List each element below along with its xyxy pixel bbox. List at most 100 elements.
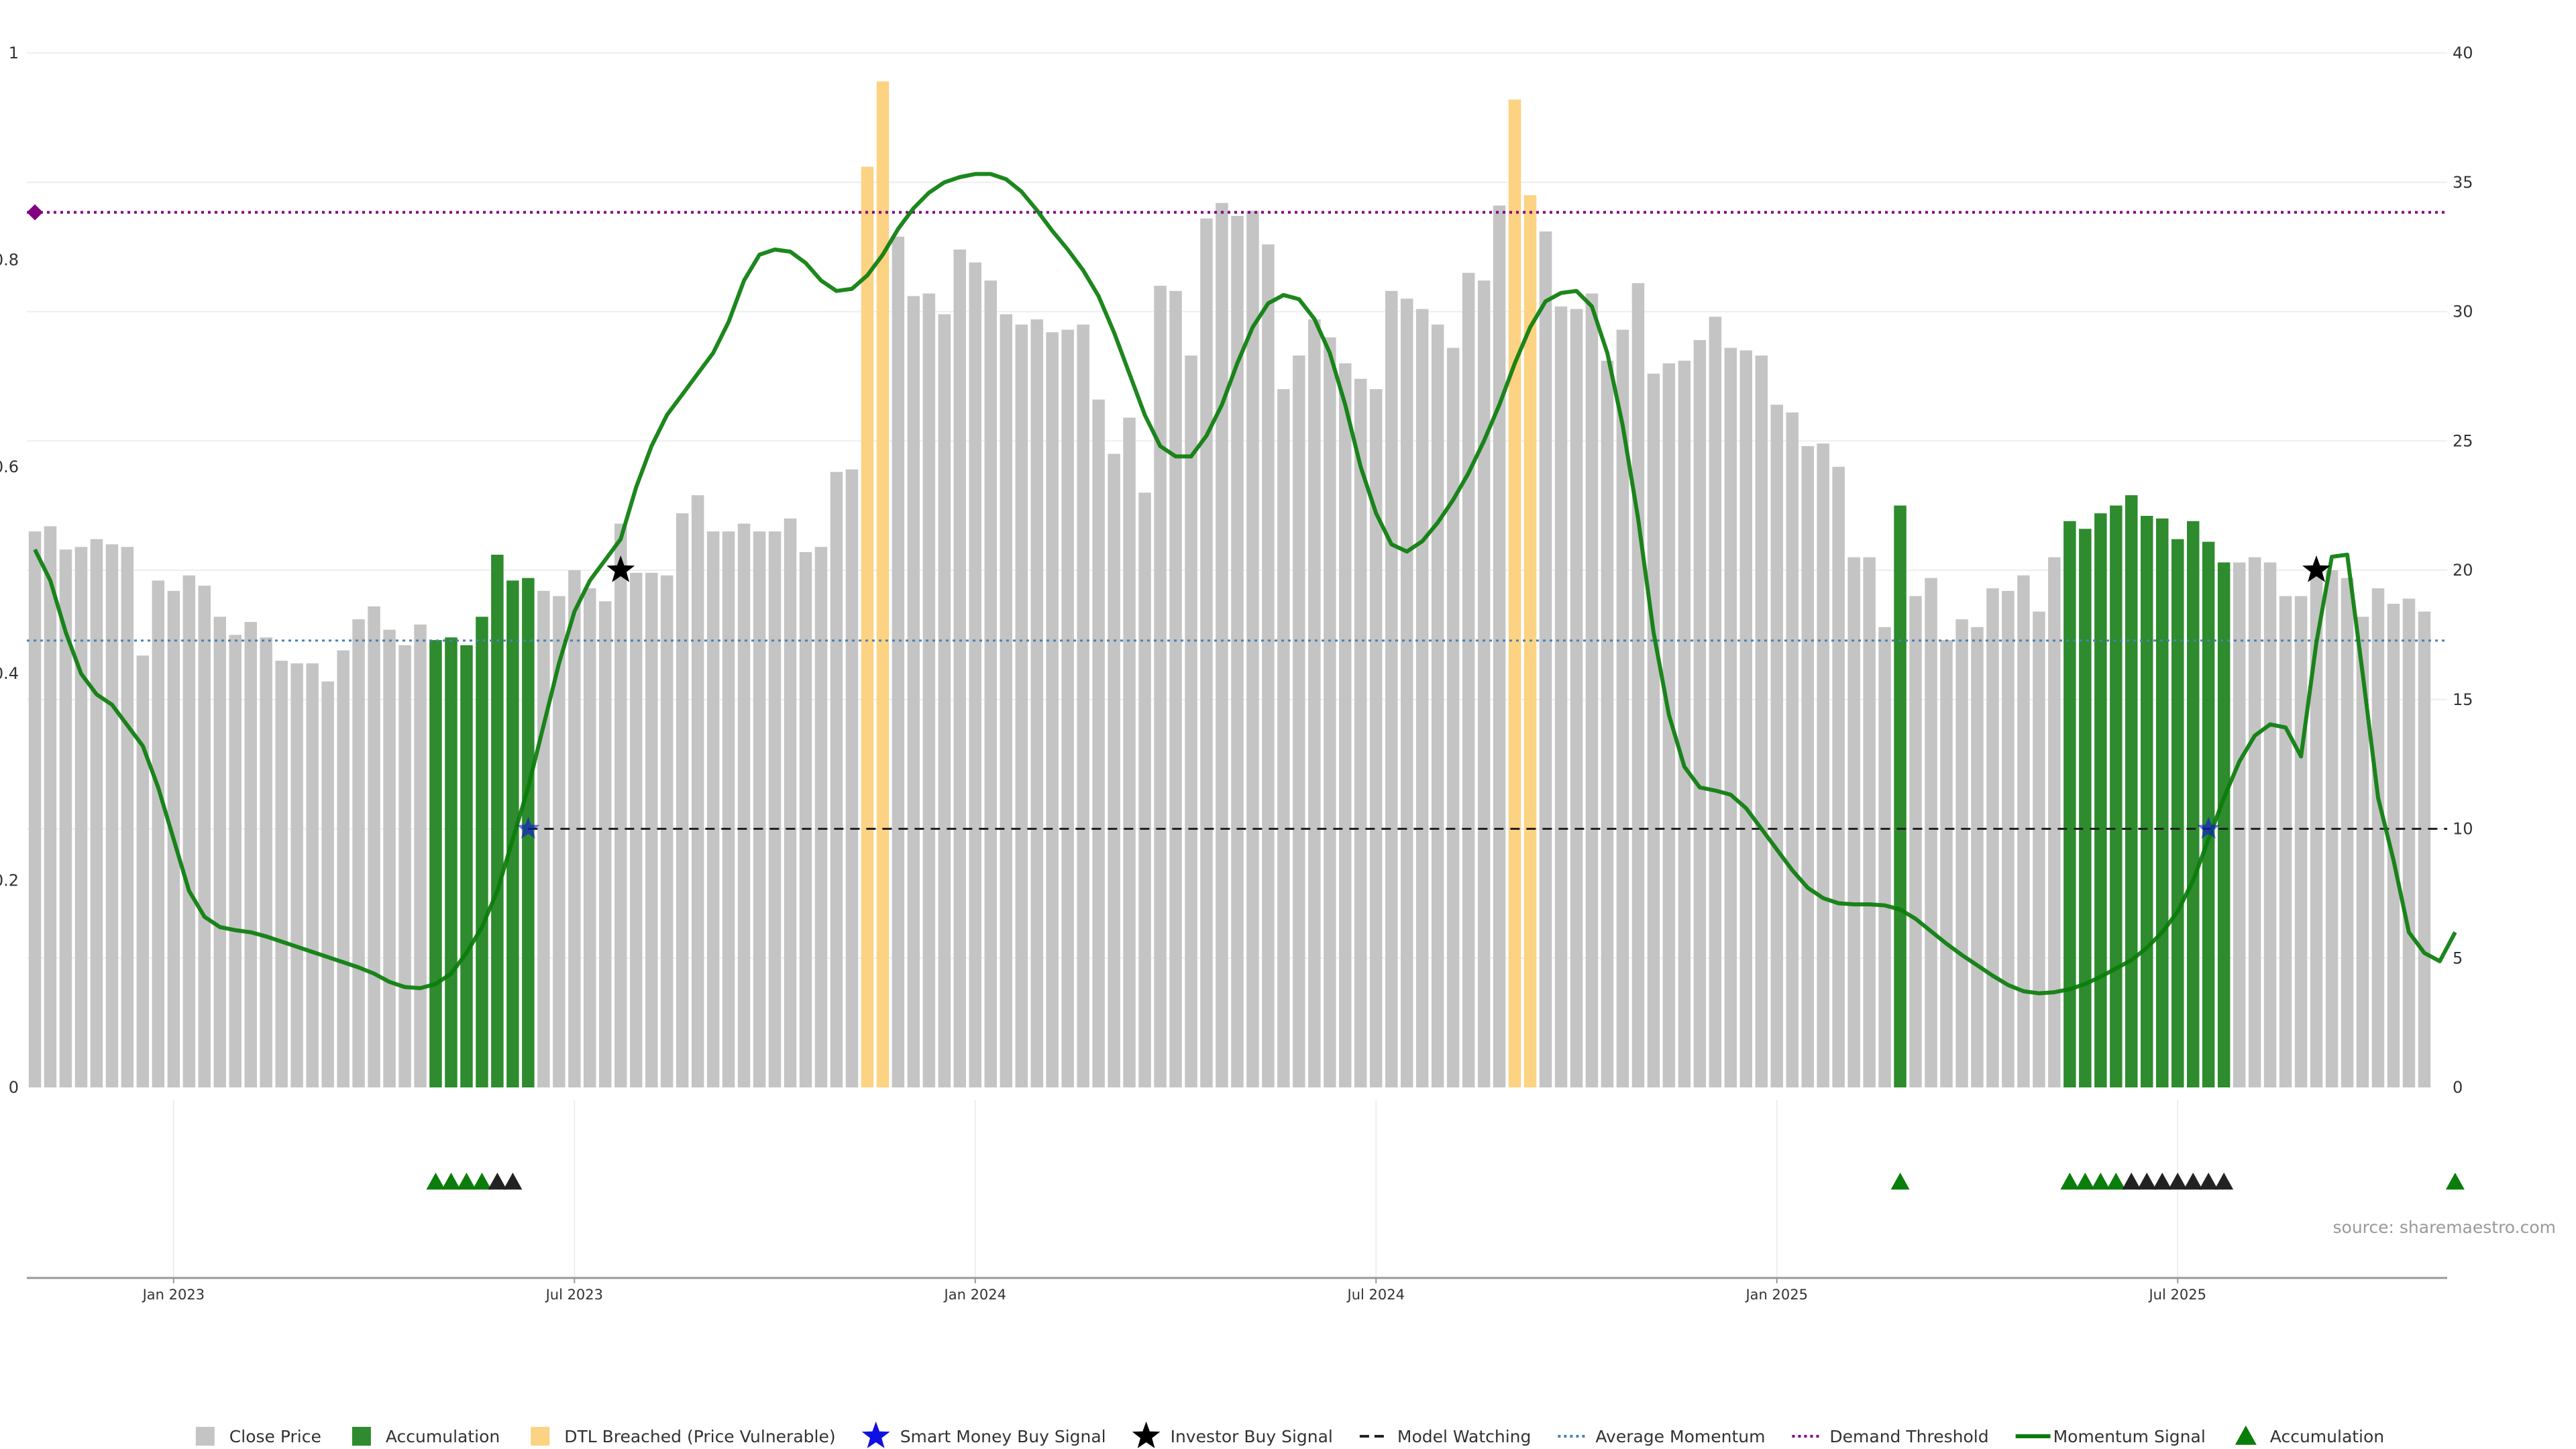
- bar-close-price: [1570, 309, 1583, 1088]
- accumulation-marker: [441, 1173, 461, 1190]
- bar-close-price: [244, 622, 257, 1087]
- bar-dtl-breached: [861, 166, 874, 1088]
- y-left-tick-label: 0.4: [0, 664, 19, 683]
- bar-close-price: [737, 523, 751, 1087]
- momentum-signal: [33, 172, 2457, 996]
- bar-close-price: [2294, 596, 2308, 1087]
- smart-money-buy-star: [2197, 816, 2220, 839]
- bar-close-price: [1123, 417, 1136, 1087]
- legend-label: Smart Money Buy Signal: [900, 1427, 1106, 1446]
- bar-close-price: [2017, 575, 2030, 1087]
- legend-swatch: [352, 1427, 371, 1446]
- bar-close-price: [814, 547, 828, 1087]
- bar-close-price: [229, 635, 241, 1087]
- bar-close-price: [799, 552, 812, 1087]
- source-label: source: sharemaestro.com: [2333, 1218, 2557, 1237]
- bar-close-price: [368, 606, 380, 1087]
- legend-label: Average Momentum: [1595, 1427, 1765, 1446]
- legend-label: Investor Buy Signal: [1171, 1427, 1333, 1446]
- accumulation-marker: [2091, 1173, 2110, 1190]
- legend-swatch: [195, 1427, 215, 1446]
- bar-close-price: [1030, 319, 1043, 1088]
- bar-close-price: [1385, 290, 1398, 1088]
- bar-close-price: [599, 601, 612, 1087]
- accumulation-marker: [457, 1173, 476, 1190]
- bar-close-price: [2418, 611, 2431, 1087]
- bar-close-price: [121, 547, 134, 1087]
- y-right-tick-label: 35: [2453, 173, 2473, 192]
- bar-close-price: [1724, 347, 1737, 1087]
- bar-close-price: [290, 663, 303, 1087]
- bar-close-price: [1061, 329, 1074, 1087]
- bar-close-price: [1539, 231, 1552, 1087]
- y-right-tick-label: 25: [2453, 431, 2473, 450]
- bar-close-price: [2356, 616, 2369, 1087]
- bar-close-price: [630, 572, 643, 1087]
- bar-close-price: [722, 531, 735, 1087]
- accumulation-marker: [2076, 1173, 2095, 1190]
- bar-close-price: [1631, 283, 1645, 1088]
- bar-close-price: [2048, 557, 2061, 1087]
- bar-accumulation: [491, 554, 504, 1087]
- bar-close-price: [1401, 299, 1413, 1088]
- bar-close-price: [1415, 309, 1429, 1088]
- bar-close-price: [1909, 596, 1922, 1087]
- bar-close-price: [1755, 356, 1768, 1087]
- x-tick-label: Jul 2023: [545, 1287, 603, 1303]
- bar-close-price: [383, 629, 396, 1087]
- x-tick-label: Jan 2024: [943, 1287, 1007, 1303]
- bar-accumulation: [429, 640, 442, 1087]
- bar-close-price: [1801, 446, 1814, 1087]
- bar-close-price: [1709, 317, 1722, 1088]
- watching-marker: [2122, 1173, 2141, 1190]
- y-right-tick-label: 0: [2453, 1078, 2463, 1097]
- bar-close-price: [1000, 314, 1012, 1087]
- bar-close-price: [1200, 218, 1213, 1088]
- bar-close-price: [2248, 557, 2261, 1087]
- legend-swatch: [2235, 1426, 2257, 1445]
- accumulation-marker: [1890, 1173, 1910, 1190]
- bar-accumulation: [2217, 562, 2231, 1087]
- bar-close-price: [1185, 356, 1197, 1087]
- bar-close-price: [1015, 324, 1028, 1087]
- bar-close-price: [984, 280, 997, 1088]
- bar-close-price: [1277, 389, 1290, 1087]
- bar-close-price: [1092, 399, 1105, 1087]
- bar-close-price: [1585, 293, 1599, 1087]
- bar-close-price: [1169, 290, 1182, 1088]
- bar-close-price: [1493, 205, 1506, 1087]
- bar-accumulation: [2110, 505, 2123, 1087]
- bar-close-price: [337, 650, 350, 1087]
- watching-marker: [2168, 1173, 2188, 1190]
- legend-label: Accumulation: [2270, 1427, 2384, 1446]
- x-tick-label: Jan 2023: [142, 1287, 205, 1303]
- bar-close-price: [2402, 598, 2416, 1087]
- bar-close-price: [1262, 244, 1275, 1087]
- watching-marker: [2184, 1173, 2203, 1190]
- y-right-tick-label: 30: [2453, 303, 2473, 321]
- bar-close-price: [74, 547, 88, 1087]
- investor-buy-star: [2302, 555, 2330, 582]
- accumulation-marker: [2106, 1173, 2126, 1190]
- bar-close-price: [969, 262, 981, 1087]
- bar-close-price: [2279, 596, 2292, 1087]
- bar-accumulation: [2125, 495, 2138, 1087]
- y-left-tick-label: 0.8: [0, 250, 19, 269]
- legend-label: DTL Breached (Price Vulnerable): [564, 1427, 835, 1446]
- bar-close-price: [2002, 590, 2015, 1087]
- bar-accumulation: [476, 616, 488, 1087]
- bar-close-price: [1863, 557, 1876, 1087]
- legend-label: Demand Threshold: [1829, 1427, 1988, 1446]
- bar-close-price: [907, 296, 920, 1087]
- bar-close-price: [1739, 350, 1752, 1087]
- bar-close-price: [768, 531, 782, 1087]
- bar-dtl-breached: [1508, 99, 1521, 1087]
- y-right-tick-label: 40: [2453, 44, 2473, 62]
- bar-close-price: [553, 596, 566, 1087]
- legend-swatch: [1132, 1421, 1161, 1448]
- accumulation-marker: [426, 1173, 445, 1190]
- bar-close-price: [830, 472, 843, 1087]
- bar-close-price: [105, 544, 119, 1087]
- watching-marker: [2199, 1173, 2218, 1190]
- bar-close-price: [2341, 578, 2354, 1087]
